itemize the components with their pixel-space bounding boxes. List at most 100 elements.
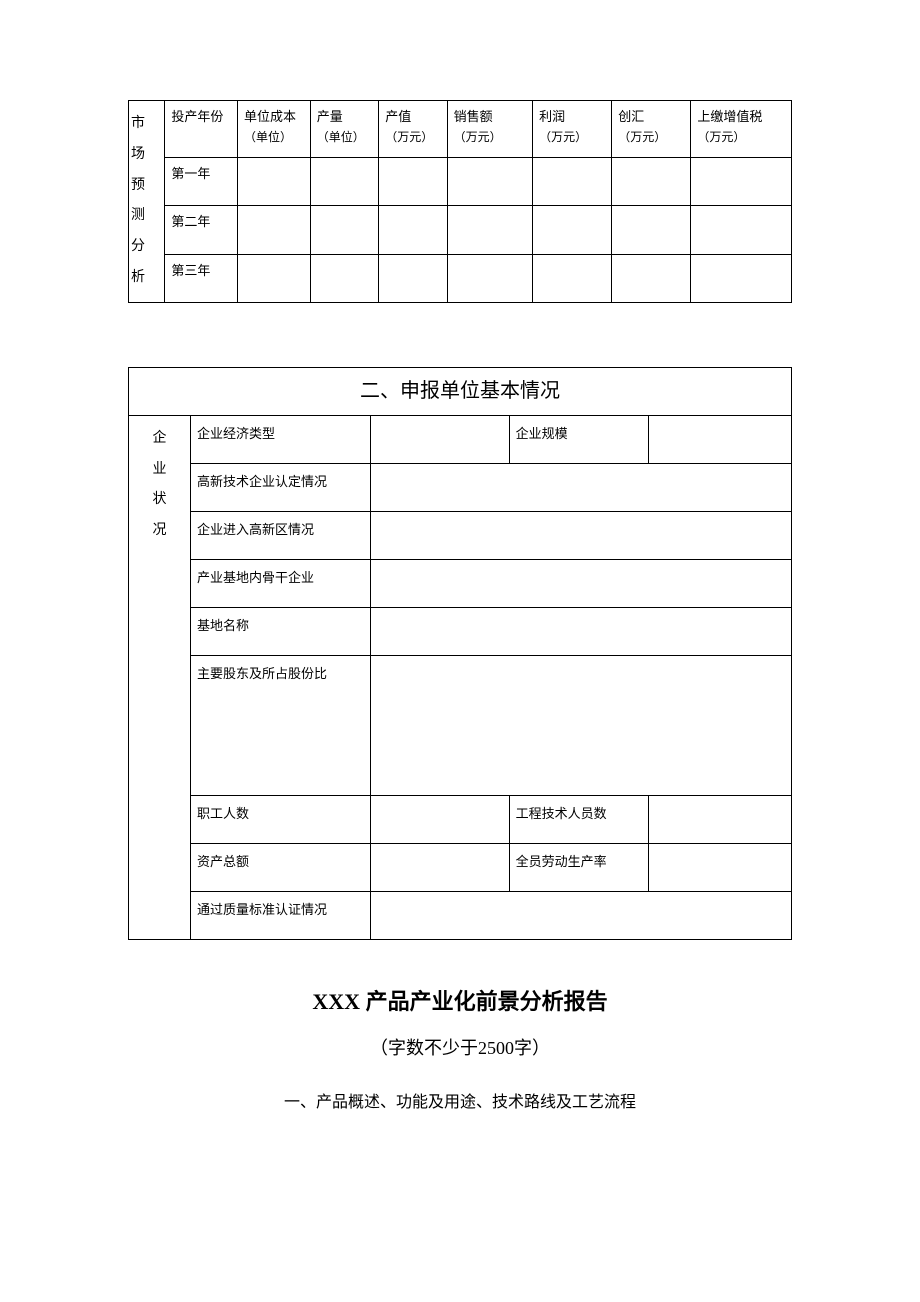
cell <box>691 254 792 302</box>
vertical-label-enterprise: 企 业 状 况 <box>129 415 191 939</box>
vertical-label-char: 业 <box>153 462 167 477</box>
field-label: 产业基地内骨干企业 <box>191 559 371 607</box>
cell <box>238 158 311 206</box>
market-forecast-table: 市 场 预 测 分 析 投产年份 单位成本（单位） 产量（单位） 产值（万元） … <box>128 100 792 303</box>
header-unit: （单位） <box>317 130 365 144</box>
cell <box>691 206 792 254</box>
table-header-row: 市 场 预 测 分 析 投产年份 单位成本（单位） 产量（单位） 产值（万元） … <box>129 101 792 158</box>
vertical-label-char: 预 <box>131 178 145 193</box>
header-vat: 上缴增值税 （万元） <box>691 101 792 158</box>
field-label: 企业规模 <box>509 415 648 463</box>
field-label: 工程技术人员数 <box>509 795 648 843</box>
year-label: 第三年 <box>165 254 238 302</box>
table2-title: 二、申报单位基本情况 <box>129 367 792 415</box>
table-row: 主要股东及所占股份比 <box>129 655 792 795</box>
header-text: 销售额 <box>454 109 493 124</box>
vertical-label-char: 况 <box>153 523 167 538</box>
header-forex: 创汇 （万元） <box>612 101 691 158</box>
header-text: 利润 <box>539 109 565 124</box>
table-row: 企 业 状 况 企业经济类型 企业规模 <box>129 415 792 463</box>
reporting-unit-table: 二、申报单位基本情况 企 业 状 况 企业经济类型 企业规模 高新技术企业认定情… <box>128 367 792 940</box>
cell <box>238 254 311 302</box>
header-text: 产值 <box>385 109 411 124</box>
year-label: 第二年 <box>165 206 238 254</box>
header-text: 产量 <box>317 109 343 124</box>
header-unit: （万元） <box>539 130 587 144</box>
cell <box>370 559 791 607</box>
cell <box>370 795 509 843</box>
header-unit: （万元） <box>697 130 745 144</box>
table-row: 产业基地内骨干企业 <box>129 559 792 607</box>
cell <box>612 254 691 302</box>
report-title: XXX 产品产业化前景分析报告 <box>128 984 792 1016</box>
vertical-label-char: 析 <box>131 270 145 285</box>
table-row: 第三年 <box>129 254 792 302</box>
cell <box>310 206 378 254</box>
table2-title-row: 二、申报单位基本情况 <box>129 367 792 415</box>
vertical-label-char: 测 <box>131 208 145 223</box>
field-label: 资产总额 <box>191 843 371 891</box>
cell <box>447 206 533 254</box>
header-sales: 销售额 （万元） <box>447 101 533 158</box>
report-section-heading: 一、产品概述、功能及用途、技术路线及工艺流程 <box>128 1088 792 1112</box>
cell <box>379 158 447 206</box>
header-text: 上缴增值税 <box>697 109 762 124</box>
header-year: 投产年份 <box>165 101 238 158</box>
cell <box>533 158 612 206</box>
field-label: 职工人数 <box>191 795 371 843</box>
field-label: 企业经济类型 <box>191 415 371 463</box>
field-label: 通过质量标准认证情况 <box>191 891 371 939</box>
cell <box>310 254 378 302</box>
table-row: 企业进入高新区情况 <box>129 511 792 559</box>
header-value: 产值 （万元） <box>379 101 447 158</box>
table-row: 高新技术企业认定情况 <box>129 463 792 511</box>
header-profit: 利润 （万元） <box>533 101 612 158</box>
cell <box>238 206 311 254</box>
cell <box>691 158 792 206</box>
vertical-label-char: 分 <box>131 239 145 254</box>
cell <box>533 254 612 302</box>
cell <box>648 415 791 463</box>
cell <box>370 463 791 511</box>
field-label: 主要股东及所占股份比 <box>191 655 371 795</box>
vertical-label-market: 市 场 预 测 分 析 <box>129 101 165 303</box>
table-row: 第一年 <box>129 158 792 206</box>
spacer <box>128 303 792 367</box>
header-text: 创汇 <box>618 109 644 124</box>
report-subtitle: （字数不少于2500字） <box>128 1034 792 1060</box>
cell <box>648 795 791 843</box>
cell <box>612 206 691 254</box>
cell <box>370 511 791 559</box>
header-unit: （万元） <box>618 130 666 144</box>
vertical-label-char: 状 <box>153 492 167 507</box>
header-text: 投产年份 <box>171 109 223 124</box>
cell <box>648 843 791 891</box>
header-unit: （单位） <box>244 130 292 144</box>
cell <box>379 206 447 254</box>
table-row: 资产总额 全员劳动生产率 <box>129 843 792 891</box>
field-label: 基地名称 <box>191 607 371 655</box>
cell <box>533 206 612 254</box>
header-output: 产量 （单位） <box>310 101 378 158</box>
cell <box>370 843 509 891</box>
vertical-label-char: 企 <box>153 431 167 446</box>
year-label: 第一年 <box>165 158 238 206</box>
header-unit-cost: 单位成本 （单位） <box>238 101 311 158</box>
table-row: 通过质量标准认证情况 <box>129 891 792 939</box>
cell <box>447 254 533 302</box>
cell <box>370 415 509 463</box>
header-unit: （万元） <box>385 130 433 144</box>
vertical-label-char: 场 <box>131 147 145 162</box>
cell <box>379 254 447 302</box>
header-text: 单位成本 <box>244 109 296 124</box>
field-label: 企业进入高新区情况 <box>191 511 371 559</box>
header-unit: （万元） <box>454 130 502 144</box>
table-row: 职工人数 工程技术人员数 <box>129 795 792 843</box>
cell <box>447 158 533 206</box>
cell <box>310 158 378 206</box>
vertical-label-char: 市 <box>131 116 145 131</box>
cell <box>370 891 791 939</box>
field-label: 高新技术企业认定情况 <box>191 463 371 511</box>
cell <box>370 607 791 655</box>
table-row: 第二年 <box>129 206 792 254</box>
